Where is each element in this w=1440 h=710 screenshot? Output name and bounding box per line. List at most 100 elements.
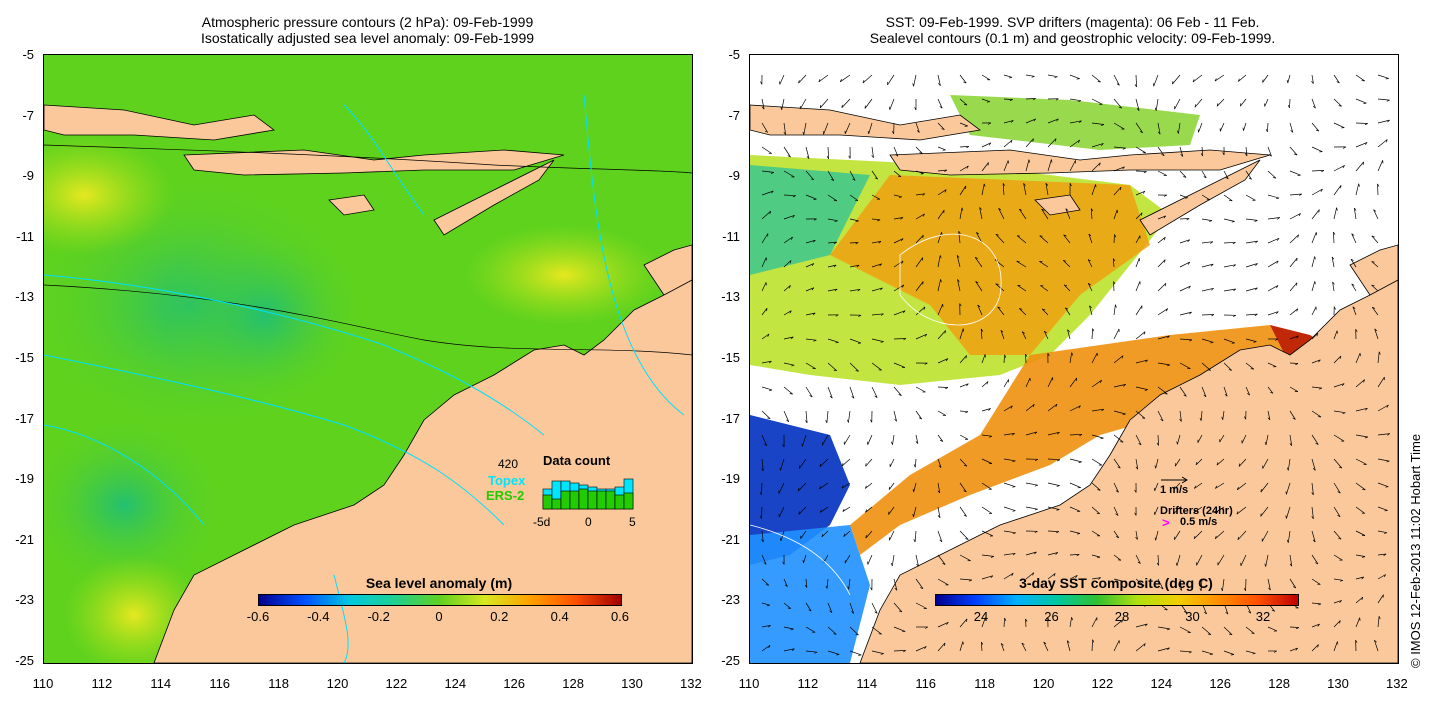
- velocity-arrow-head: [945, 358, 949, 362]
- velocity-arrow: [1179, 194, 1188, 199]
- velocity-arrow: [1179, 261, 1190, 268]
- velocity-arrow: [915, 234, 924, 244]
- velocity-arrow-head: [1187, 239, 1190, 243]
- velocity-arrow: [1003, 530, 1016, 534]
- velocity-arrow-head: [1339, 620, 1341, 624]
- velocity-arrow: [1352, 306, 1357, 316]
- velocity-arrow-head: [1374, 328, 1378, 332]
- velocity-arrow: [1154, 506, 1159, 515]
- velocity-arrow: [1351, 283, 1357, 292]
- velocity-arrow: [1289, 434, 1293, 446]
- velocity-arrow-head: [1287, 104, 1290, 108]
- velocity-arrow: [1217, 554, 1225, 566]
- velocity-arrow-head: [1233, 288, 1237, 292]
- colorbar-tick-label: 28: [1114, 609, 1130, 624]
- y-tick-label: -19: [15, 471, 34, 487]
- velocity-arrow: [1135, 74, 1137, 87]
- velocity-arrow-head: [1267, 417, 1271, 421]
- velocity-arrow: [914, 458, 917, 468]
- velocity-arrow-head: [1240, 103, 1242, 107]
- velocity-arrow: [1311, 122, 1320, 132]
- velocity-arrow: [1371, 306, 1379, 316]
- velocity-arrow: [848, 578, 851, 590]
- high-anomaly-region: [464, 225, 664, 325]
- y-tick-label: -23: [721, 592, 740, 608]
- velocity-arrow: [1135, 434, 1142, 446]
- velocity-arrow-head: [1032, 138, 1034, 142]
- velocity-arrow-head: [1011, 433, 1015, 436]
- velocity-arrow: [805, 194, 817, 200]
- velocity-arrow-head: [1295, 627, 1299, 630]
- velocity-arrow: [1157, 146, 1165, 156]
- y-tick-label: -9: [22, 168, 34, 184]
- velocity-arrow: [975, 281, 983, 292]
- velocity-arrow-head: [916, 563, 919, 567]
- velocity-arrow: [1135, 305, 1143, 316]
- velocity-arrow-head: [1075, 575, 1078, 578]
- velocity-arrow: [1198, 122, 1203, 133]
- velocity-arrow: [1157, 283, 1167, 292]
- velocity-arrow: [893, 217, 904, 220]
- colorbar-tick-label: 0.2: [490, 609, 509, 624]
- velocity-arrow: [1371, 261, 1379, 268]
- velocity-arrow-head: [912, 513, 914, 517]
- velocity-arrow: [799, 98, 807, 110]
- velocity-arrow: [915, 410, 922, 420]
- velocity-arrow-head: [790, 628, 794, 631]
- velocity-arrow-head: [941, 232, 943, 236]
- velocity-arrow-head: [791, 648, 795, 651]
- velocity-arrow-head: [825, 585, 828, 589]
- velocity-arrow-head: [857, 342, 861, 344]
- velocity-arrow: [1201, 314, 1215, 316]
- velocity-arrow: [783, 146, 791, 158]
- velocity-arrow-head: [1214, 535, 1217, 539]
- velocity-arrow-head: [1225, 177, 1229, 180]
- velocity-arrow-head: [1214, 78, 1217, 82]
- timor-island: [433, 159, 555, 236]
- velocity-arrow: [1289, 122, 1294, 133]
- velocity-arrow-head: [1385, 486, 1389, 488]
- velocity-arrow-head: [912, 489, 915, 493]
- sst-cool-region: [750, 525, 870, 663]
- velocity-arrow-head: [890, 562, 893, 567]
- velocity-arrow-head: [1248, 611, 1252, 614]
- velocity-arrow: [761, 307, 768, 316]
- right-title-line2: Sealevel contours (0.1 m) and geostrophi…: [869, 30, 1276, 46]
- velocity-arrow: [827, 288, 838, 292]
- x-tick-label: 110: [738, 676, 760, 691]
- velocity-arrow-head: [1243, 416, 1247, 420]
- velocity-arrow-head: [1342, 165, 1345, 169]
- velocity-arrow-head: [1270, 391, 1274, 394]
- velocity-arrow-head: [1220, 587, 1223, 592]
- velocity-arrow: [805, 263, 815, 268]
- velocity-arrow-head: [916, 130, 920, 133]
- velocity-arrow-head: [1010, 120, 1014, 123]
- velocity-arrow: [805, 287, 814, 292]
- velocity-arrow-head: [1192, 79, 1195, 83]
- velocity-arrow-head: [1358, 183, 1360, 187]
- velocity-arrow-head: [1364, 142, 1368, 145]
- velocity-arrow-head: [833, 369, 837, 372]
- velocity-arrow-head: [937, 515, 941, 519]
- velocity-arrow-head: [983, 183, 986, 187]
- velocity-arrow: [1223, 170, 1229, 180]
- velocity-arrow-head: [919, 152, 923, 154]
- velocity-arrow: [1311, 333, 1318, 340]
- velocity-arrow: [818, 74, 829, 83]
- velocity-arrow-head: [851, 396, 855, 399]
- velocity-arrow: [1135, 643, 1146, 652]
- velocity-arrow-head: [1312, 105, 1316, 109]
- velocity-arrow: [1287, 74, 1291, 84]
- velocity-arrow-head: [829, 610, 833, 613]
- velocity-arrow: [1003, 98, 1013, 100]
- velocity-arrow: [995, 283, 1005, 292]
- velocity-arrow: [864, 98, 873, 109]
- velocity-arrow: [1091, 379, 1102, 388]
- velocity-arrow-head: [798, 80, 800, 84]
- velocity-arrow: [889, 530, 895, 541]
- velocity-arrow-head: [939, 439, 944, 442]
- velocity-arrow-head: [1143, 171, 1147, 174]
- velocity-arrow-head: [1120, 441, 1124, 443]
- velocity-arrow: [913, 74, 917, 87]
- velocity-arrow-head: [988, 142, 992, 146]
